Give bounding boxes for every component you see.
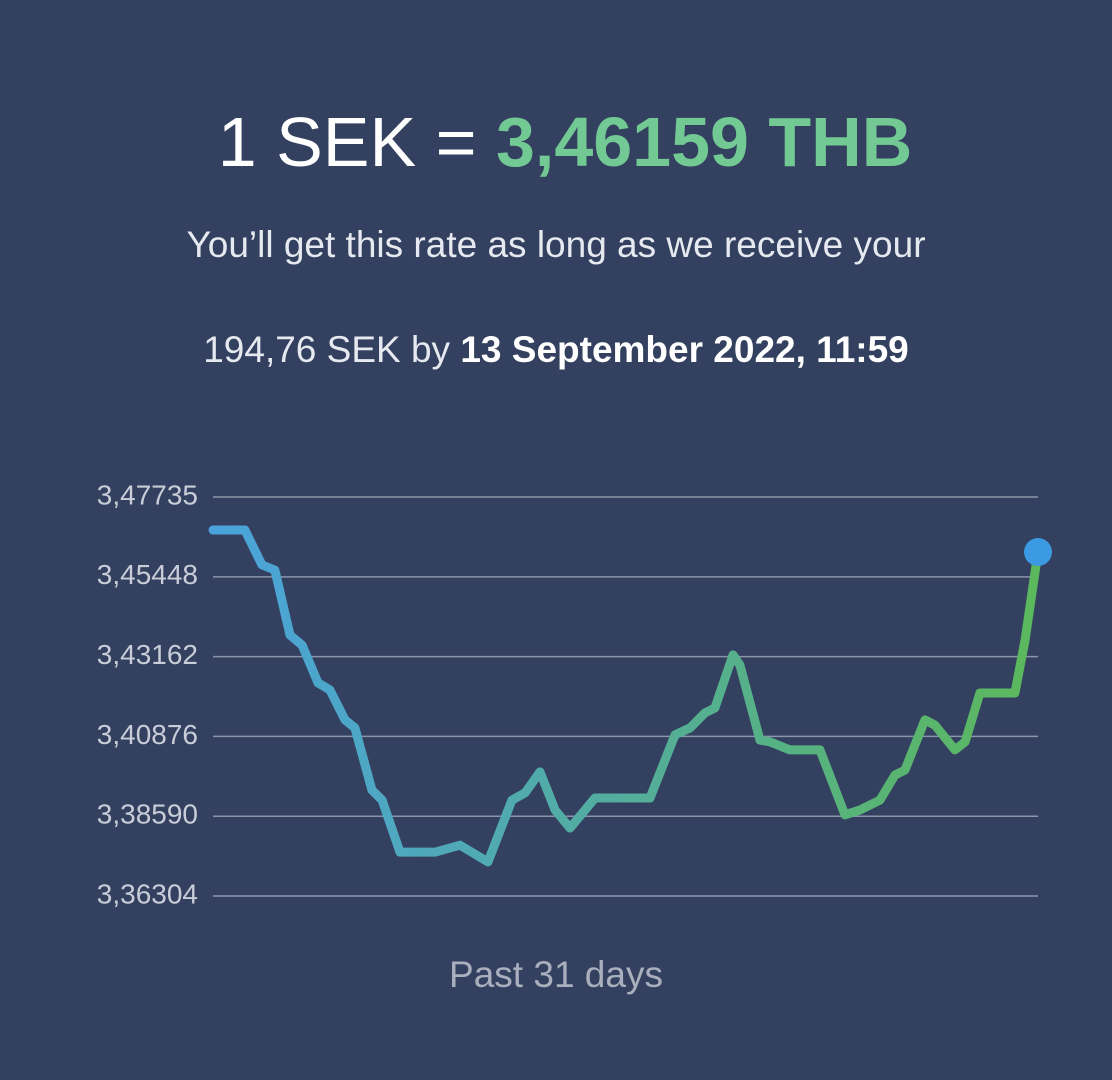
- y-tick-label: 3,43162: [97, 639, 198, 670]
- deadline-line: 194,76 SEK by 13 September 2022, 11:59: [203, 329, 909, 370]
- subtitle: You’ll get this rate as long as we recei…: [186, 224, 925, 265]
- rate-prefix: 1 SEK =: [218, 103, 496, 181]
- rate-line: [208, 525, 1043, 867]
- y-tick-label: 3,36304: [97, 878, 198, 909]
- rate-value: 3,46159 THB: [496, 103, 912, 181]
- y-tick-label: 3,47735: [97, 479, 198, 510]
- amount: 194,76 SEK by: [203, 329, 460, 370]
- y-tick-label: 3,38590: [97, 799, 198, 830]
- y-tick-label: 3,45448: [97, 559, 198, 590]
- x-axis-label: Past 31 days: [449, 954, 663, 995]
- rate-headline: 1 SEK = 3,46159 THB: [218, 103, 913, 181]
- current-rate-marker: [1024, 538, 1052, 567]
- y-tick-label: 3,40876: [97, 719, 198, 750]
- deadline: 13 September 2022, 11:59: [460, 329, 908, 370]
